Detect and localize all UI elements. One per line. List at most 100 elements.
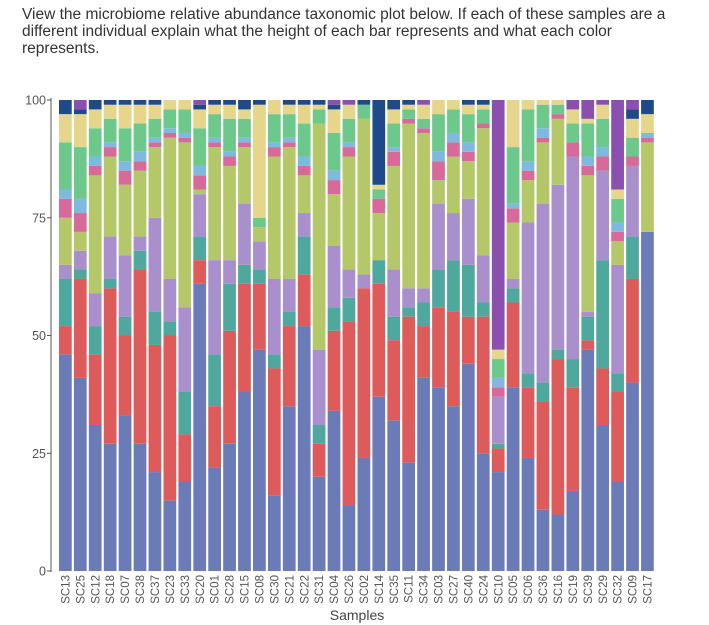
bar-segment <box>566 490 580 571</box>
bar-segment <box>596 156 610 171</box>
bar-segment <box>59 142 72 190</box>
bar-segment <box>88 175 102 294</box>
bar-segment <box>611 222 624 232</box>
bar-segment <box>238 100 251 110</box>
bar-segment <box>566 142 580 157</box>
bar-segment <box>447 406 460 571</box>
bar-segment <box>118 255 132 317</box>
bar-segment <box>402 100 416 105</box>
bar-segment <box>476 453 490 571</box>
bar-segment <box>208 354 221 407</box>
bar-segment <box>267 147 281 157</box>
bar-segment <box>163 137 177 279</box>
bar-segment <box>626 165 639 237</box>
bar-SC17 <box>641 100 654 571</box>
bar-segment <box>581 156 595 166</box>
bar-segment <box>372 100 386 185</box>
bar-segment <box>253 217 266 228</box>
bar-segment <box>327 170 341 181</box>
bar-segment <box>581 316 595 341</box>
bar-segment <box>521 373 535 388</box>
x-tick-label: SC29 <box>598 575 610 604</box>
bar-segment <box>387 151 401 166</box>
bar-segment <box>282 326 296 407</box>
bar-segment <box>566 359 580 388</box>
bar-segment <box>267 142 281 148</box>
bar-segment <box>461 316 475 364</box>
bar-segment <box>103 118 117 143</box>
bar-segment <box>178 109 192 133</box>
bar-segment <box>461 151 475 162</box>
bar-segment <box>238 142 251 148</box>
bar-segment <box>238 203 251 265</box>
bar-segment <box>596 104 610 119</box>
bar-segment <box>611 189 624 199</box>
bar-segment <box>193 128 207 166</box>
bar-SC14 <box>372 100 386 571</box>
bar-segment <box>103 236 117 279</box>
bar-segment <box>476 123 490 129</box>
bar-segment <box>447 142 460 157</box>
bar-segment <box>506 100 520 148</box>
x-tick-label: SC16 <box>553 575 565 604</box>
x-tick-label: SC28 <box>225 575 237 604</box>
bar-segment <box>342 118 356 143</box>
bar-segment <box>447 260 460 312</box>
bar-segment <box>73 278 87 378</box>
bar-segment <box>641 231 654 571</box>
bar-segment <box>253 349 266 571</box>
bar-segment <box>103 156 117 237</box>
bar-SC26 <box>342 100 356 571</box>
bar-segment <box>641 114 654 133</box>
y-axis: 0 25 50 75 100 <box>25 94 52 579</box>
bar-segment <box>506 387 520 571</box>
bar-segment <box>282 142 296 148</box>
x-tick-label: SC14 <box>374 574 386 603</box>
bar-segment <box>596 170 610 261</box>
bar-segment <box>461 142 475 152</box>
bar-segment <box>73 100 87 110</box>
bar-segment <box>312 109 326 124</box>
bar-segment <box>327 132 341 171</box>
bar-segment <box>521 100 535 110</box>
x-tick-label: SC01 <box>210 575 222 604</box>
bar-segment <box>253 227 266 242</box>
bar-SC15 <box>238 100 251 571</box>
bar-segment <box>611 481 624 571</box>
bar-segment <box>357 274 371 289</box>
bar-segment <box>387 165 401 270</box>
bar-SC11 <box>402 100 416 571</box>
bar-segment <box>297 123 311 157</box>
bar-segment <box>447 100 460 110</box>
bar-SC12 <box>88 100 102 571</box>
bar-segment <box>417 104 430 119</box>
bar-SC01 <box>208 100 221 571</box>
bar-segment <box>133 236 147 251</box>
bar-segment <box>506 302 520 388</box>
bar-segment <box>491 359 505 378</box>
bar-segment <box>297 213 311 237</box>
bar-segment <box>581 118 595 124</box>
bar-segment <box>372 396 386 571</box>
bar-segment <box>417 100 430 105</box>
bar-segment <box>223 156 236 166</box>
bar-segment <box>163 278 177 322</box>
bar-segment <box>641 142 654 232</box>
bar-segment <box>417 302 430 327</box>
bar-segment <box>148 137 162 143</box>
bar-segment <box>88 128 102 157</box>
bar-SC03 <box>432 100 445 571</box>
bar-segment <box>521 457 535 571</box>
bar-segment <box>521 180 535 223</box>
x-tick-label: SC09 <box>628 575 640 604</box>
bar-segment <box>267 114 281 143</box>
bar-segment <box>491 396 505 444</box>
x-tick-label: SC20 <box>195 575 207 604</box>
bar-segment <box>208 137 221 143</box>
x-tick-label: SC15 <box>240 575 252 604</box>
bar-segment <box>253 104 266 218</box>
bar-segment <box>59 278 72 327</box>
bar-segment <box>611 198 624 223</box>
bar-segment <box>73 147 87 199</box>
bar-segment <box>506 203 520 209</box>
